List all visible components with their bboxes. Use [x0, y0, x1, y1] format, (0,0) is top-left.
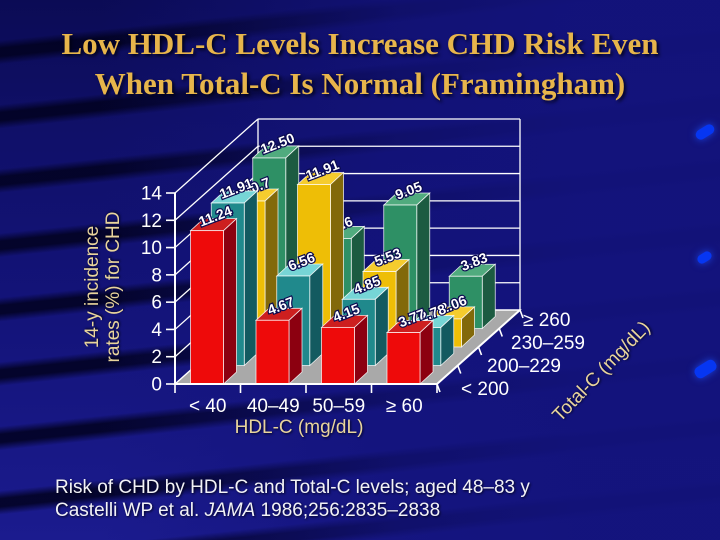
- bar: 6.56: [275, 248, 324, 367]
- bar-side-face: [354, 314, 368, 385]
- axis-ticks: [166, 192, 524, 393]
- y-tick-label: 8: [151, 265, 162, 286]
- bar-side-face: [223, 217, 237, 385]
- citation-journal: JAMA: [204, 500, 256, 521]
- y-axis-title-line-1: 14-y incidence: [82, 225, 103, 349]
- y-tick-label: 14: [141, 184, 163, 205]
- title-line-2: When Total-C Is Normal (Framingham): [94, 66, 626, 101]
- citation-ref: 1986;256:2835–2838: [255, 500, 441, 521]
- bar-side-face: [243, 190, 258, 367]
- bar-front-face: [321, 326, 355, 385]
- z-category-label: 230–259: [511, 333, 585, 354]
- title-line-1: Low HDL-C Levels Increase CHD Risk Even: [61, 26, 659, 61]
- x-axis-title: HDL-C (mg/dL): [234, 417, 364, 438]
- y-tick-label: 2: [151, 347, 162, 368]
- citation-authors: Castelli WP et al.: [55, 500, 205, 521]
- bar: 11.24: [189, 201, 238, 385]
- x-category-label: 50–59: [312, 396, 365, 417]
- z-category-label: ≥ 260: [523, 310, 570, 331]
- footnote: Risk of CHD by HDL-C and Total-C levels;…: [55, 476, 530, 522]
- axes: [174, 193, 521, 385]
- y-tick-label: 0: [151, 375, 162, 396]
- slide-title: Low HDL-C Levels Increase CHD Risk Even …: [0, 24, 720, 104]
- bar-front-face: [386, 332, 421, 385]
- footnote-line-2: Castelli WP et al. JAMA 1986;256:2835–28…: [55, 499, 530, 522]
- bar-front-face: [190, 230, 224, 385]
- y-tick-label: 4: [151, 320, 162, 341]
- footnote-line-1: Risk of CHD by HDL-C and Total-C levels;…: [55, 477, 530, 498]
- x-category-label: ≥ 60: [386, 396, 423, 417]
- bar-side-face: [374, 286, 389, 367]
- y-axis-title: 14-y incidence rates (%) for CHD: [82, 172, 124, 402]
- z-category-label: 200–229: [487, 356, 561, 377]
- x-category-label: 40–49: [247, 396, 300, 417]
- x-category-label: < 40: [189, 396, 227, 417]
- y-axis-title-line-2: rates (%) for CHD: [103, 211, 124, 363]
- bar-front-face: [255, 319, 290, 385]
- y-tick-label: 10: [141, 238, 162, 259]
- bar: 3.77: [385, 304, 435, 385]
- bar-side-face: [309, 263, 324, 367]
- z-category-label: < 200: [461, 379, 509, 400]
- bar-side-face: [288, 307, 303, 385]
- y-tick-label: 12: [141, 211, 162, 232]
- y-tick-label: 6: [151, 293, 162, 314]
